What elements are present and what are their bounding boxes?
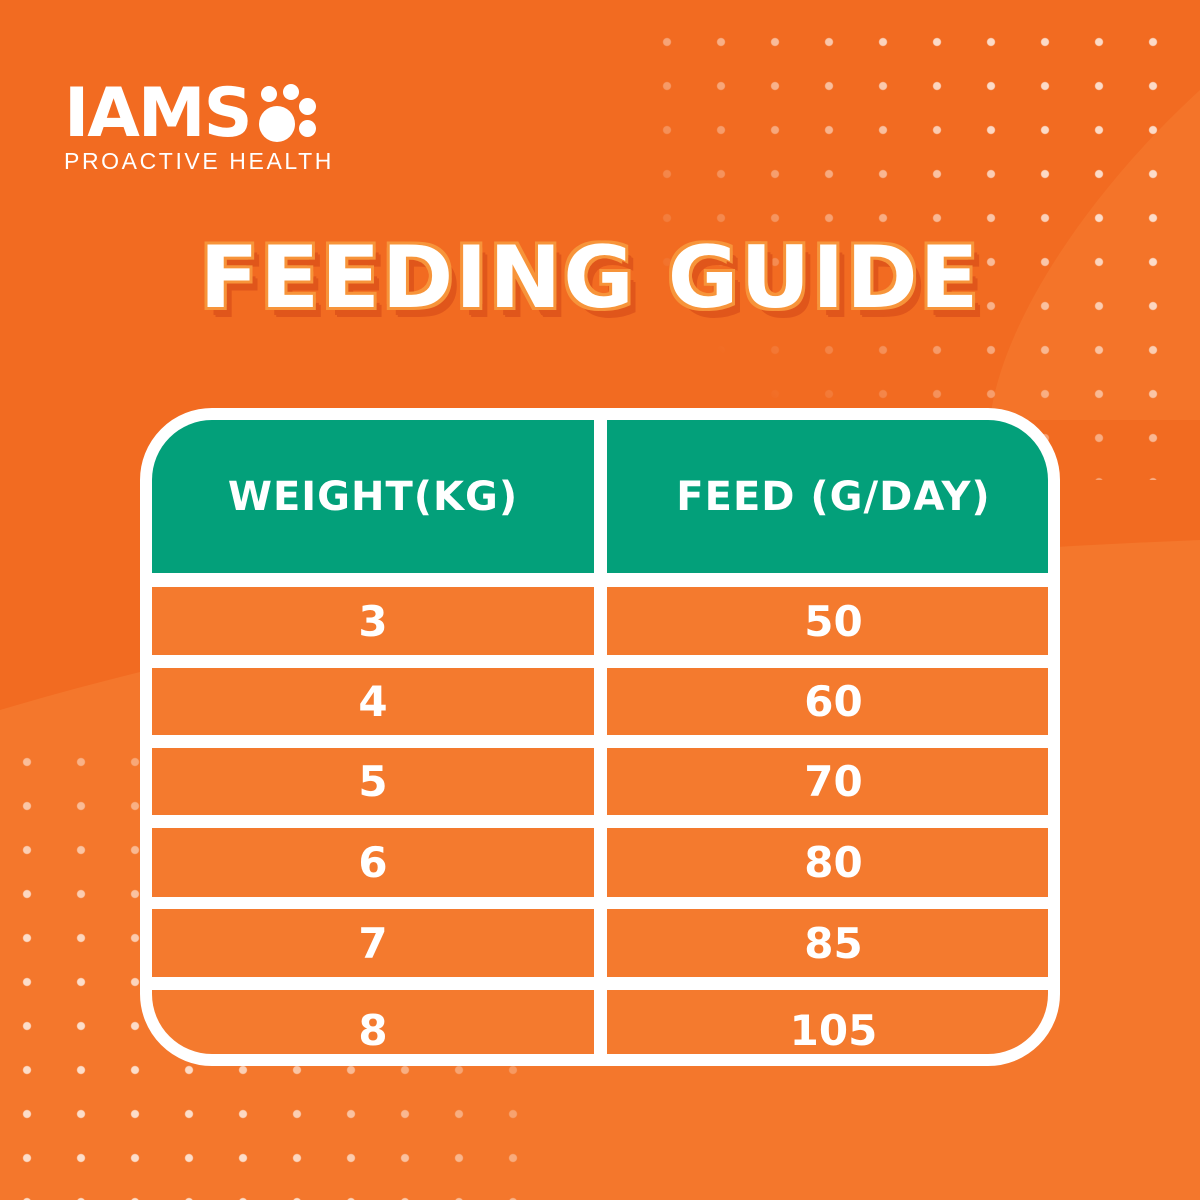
feed-cell: 80 [607,828,1048,897]
weight-cell: 4 [152,668,594,735]
paw-icon [255,84,317,144]
page-title: FEEDING GUIDE [199,228,981,328]
weight-cell: 3 [152,587,594,655]
header-weight: WEIGHT(KG) [152,420,594,573]
iams-logo: IAMS PROACTIVE HEALTH [64,74,334,175]
brand-name: IAMS [64,74,253,153]
feed-cell: 60 [607,668,1048,735]
weight-cell: 6 [152,828,594,897]
feeding-table: WEIGHT(KG) FEED (G/DAY) 3 50 4 60 5 70 6 80 7 85 8… [140,408,1060,1066]
feed-cell: 85 [607,909,1048,977]
weight-cell: 7 [152,909,594,977]
header-feed: FEED (G/DAY) [607,420,1048,573]
feed-cell: 70 [607,748,1048,815]
feed-cell: 105 [607,990,1048,1054]
dot-pattern [640,20,1200,480]
weight-cell: 8 [152,990,594,1054]
feed-cell: 50 [607,587,1048,655]
brand-tagline: PROACTIVE HEALTH [64,148,334,174]
weight-cell: 5 [152,748,594,815]
